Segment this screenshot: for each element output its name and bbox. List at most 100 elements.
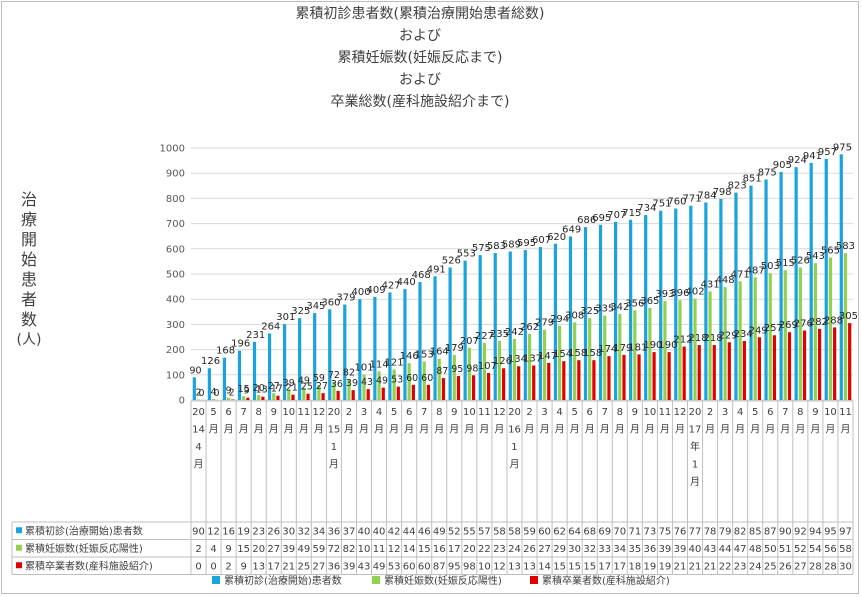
table-cell: 43 (704, 544, 717, 555)
chart-title-line-1: 累積初診患者数(累積治療開始患者総数) (295, 6, 545, 22)
bar-1 (779, 171, 783, 400)
data-label-2: 279 (535, 318, 554, 329)
table-cell: 13 (508, 561, 521, 572)
data-label-3: 60 (421, 373, 433, 384)
x-tick-label: 1 (511, 442, 517, 453)
bar-1 (764, 179, 768, 400)
x-tick-label: 月 (750, 424, 760, 436)
bar-1 (508, 251, 512, 400)
data-label-1: 941 (803, 151, 822, 162)
y-tick-label: 800 (166, 194, 185, 205)
data-label-3: 95 (451, 364, 463, 375)
bar-3 (411, 384, 415, 400)
bar-2 (287, 390, 291, 400)
table-cell: 16 (433, 544, 446, 555)
x-tick-label: 8 (797, 407, 803, 418)
table-cell: 92 (794, 526, 807, 537)
bar-1 (192, 377, 196, 400)
table-cell: 51 (779, 544, 792, 555)
table-cell: 2 (195, 544, 201, 555)
data-label-2: 146 (400, 351, 419, 362)
data-label-3: 25 (301, 382, 313, 393)
y-tick-label: 900 (166, 169, 185, 180)
bar-3 (231, 399, 235, 400)
table-cell: 30 (282, 526, 295, 537)
table-cell: 21 (704, 561, 717, 572)
data-label-1: 798 (713, 187, 732, 198)
y-tick-label: 300 (166, 320, 185, 331)
bar-3 (502, 368, 506, 400)
bar-3 (757, 337, 762, 400)
x-tick-label: 月 (239, 424, 249, 436)
data-label-3: 249 (749, 325, 768, 336)
bar-1 (598, 224, 603, 400)
data-label-2: 207 (460, 336, 479, 347)
table-cell: 71 (628, 526, 641, 537)
data-label-3: 43 (361, 377, 373, 388)
table-cell: 32 (297, 526, 310, 537)
table-cell: 62 (553, 526, 566, 537)
table-cell: 24 (508, 544, 521, 555)
table-row-swatch (16, 527, 22, 534)
x-tick-label: 月 (449, 424, 459, 436)
table-cell: 58 (493, 526, 506, 537)
table-cell: 27 (538, 544, 551, 555)
data-label-2: 15 (238, 384, 250, 395)
bar-1 (689, 205, 693, 400)
data-label-2: 503 (761, 261, 780, 272)
bar-2 (663, 300, 667, 400)
x-tick-label: 月 (359, 424, 369, 436)
data-label-3: 288 (824, 315, 843, 326)
bar-2 (783, 270, 787, 400)
table-cell: 10 (478, 561, 491, 572)
x-tick-label: 7 (240, 407, 246, 418)
table-cell: 69 (598, 526, 611, 537)
table-cell: 29 (553, 544, 566, 555)
bar-2 (753, 277, 757, 400)
bar-1 (282, 324, 287, 400)
x-tick-label: 9 (271, 407, 277, 418)
data-label-2: 448 (716, 275, 735, 286)
table-cell: 60 (418, 561, 431, 572)
table-cell: 46 (418, 526, 431, 537)
data-label-2: 526 (791, 255, 810, 266)
bar-1 (644, 215, 648, 400)
data-label-2: 82 (343, 367, 355, 378)
bar-3 (637, 354, 641, 400)
bar-2 (422, 361, 426, 400)
table-cell: 33 (598, 544, 611, 555)
chart-title-line-4: および (399, 72, 441, 88)
table-cell: 59 (523, 526, 536, 537)
data-label-3: 218 (704, 333, 723, 344)
chart-title-line-5: 卒業総数(産科施設紹介まで) (330, 94, 510, 110)
x-tick-label: 月 (494, 424, 504, 436)
bar-2 (573, 322, 577, 400)
data-label-3: 218 (688, 333, 707, 344)
table-cell: 49 (373, 561, 386, 572)
table-cell: 35 (628, 544, 641, 555)
bar-2 (738, 281, 742, 400)
bar-1 (478, 255, 482, 400)
x-tick-label: 6 (406, 407, 412, 418)
x-tick-label: 月 (209, 424, 219, 436)
bar-1 (719, 198, 723, 400)
data-label-2: 153 (415, 349, 434, 360)
x-tick-label: 2 (346, 407, 352, 418)
table-cell: 55 (463, 526, 476, 537)
table-cell: 17 (613, 561, 626, 572)
bar-1 (493, 253, 497, 400)
x-tick-label: 7 (421, 407, 427, 418)
bar-1 (328, 309, 332, 400)
bar-2 (723, 287, 727, 400)
data-label-1: 957 (818, 147, 837, 158)
legend-swatch-blue (212, 575, 220, 584)
table-cell: 95 (448, 561, 461, 572)
bar-3 (441, 378, 446, 400)
y-axis-label-char: 者 (20, 290, 37, 309)
table-cell: 19 (644, 561, 657, 572)
x-tick-label: 月 (419, 424, 429, 436)
data-label-2: 227 (475, 331, 494, 342)
bar-3 (321, 393, 325, 400)
bar-1 (448, 267, 452, 400)
x-tick-label: 月 (509, 459, 519, 471)
